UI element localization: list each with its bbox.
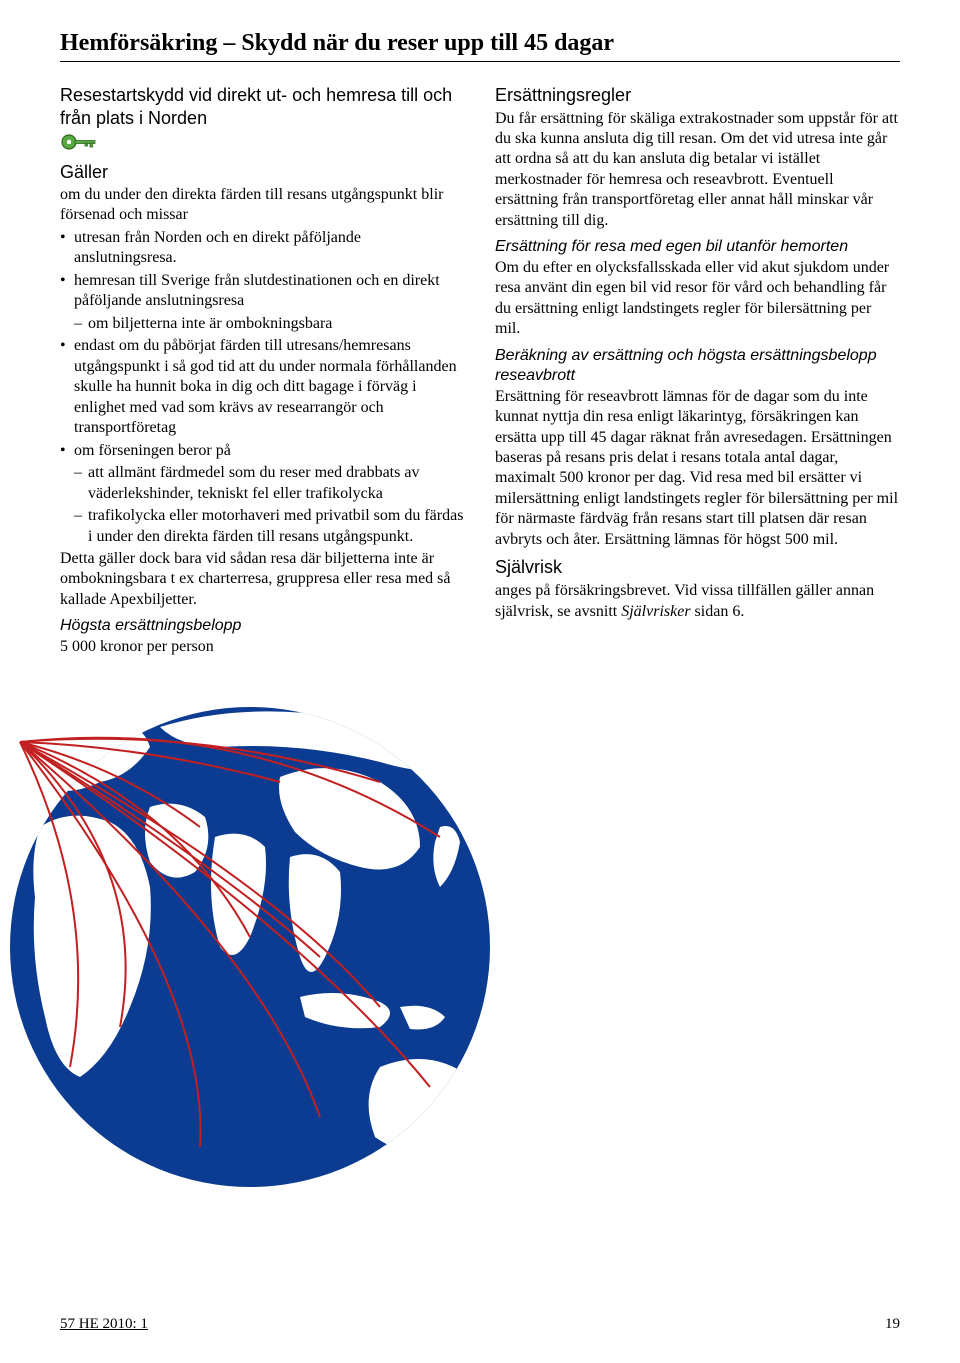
dash-list: om biljetterna inte är ombokningsbara <box>74 314 465 334</box>
para-after-list: Detta gäller dock bara vid sådan resa dä… <box>60 549 465 610</box>
dash-item: trafikolycka eller motorhaveri med priva… <box>74 506 465 547</box>
globe-illustration <box>0 687 520 1192</box>
left-column: Resestartskydd vid direkt ut- och hemres… <box>60 84 465 657</box>
sub1-text: Om du efter en olycksfallsskada eller vi… <box>495 258 900 340</box>
sjalvrisk-italic: Självrisker <box>621 603 690 620</box>
left-heading: Resestartskydd vid direkt ut- och hemres… <box>60 84 465 129</box>
sub2-text: Ersättning för reseavbrott lämnas för de… <box>495 387 900 551</box>
bullet-item: endast om du påbörjat färden till utresa… <box>60 336 465 438</box>
right-p1: Du får ersättning för skäliga extrakostn… <box>495 109 900 232</box>
bullet-item: om förseningen beror på att allmänt färd… <box>60 441 465 547</box>
bullet-text: hemresan till Sverige från slutdestinati… <box>74 272 440 309</box>
dash-list: att allmänt färdmedel som du reser med d… <box>74 463 465 547</box>
galler-heading: Gäller <box>60 162 465 183</box>
footer-page-number: 19 <box>885 1316 900 1333</box>
right-column: Ersättningsregler Du får ersättning för … <box>495 84 900 657</box>
sub1-heading: Ersättning för resa med egen bil utanför… <box>495 237 900 257</box>
page-title: Hemförsäkring – Skydd när du reser upp t… <box>60 30 900 62</box>
right-heading: Ersättningsregler <box>495 84 900 107</box>
sjalvrisk-text-2: sidan 6. <box>691 603 745 620</box>
bullet-item: utresan från Norden och en direkt påfölj… <box>60 228 465 269</box>
hogsta-heading: Högsta ersättningsbelopp <box>60 616 465 636</box>
sub2-heading: Beräkning av ersättning och högsta ersät… <box>495 346 900 387</box>
bullet-text: om förseningen beror på <box>74 442 231 459</box>
page-footer: 57 HE 2010: 1 19 <box>60 1316 900 1333</box>
key-icon <box>60 133 465 156</box>
content-columns: Resestartskydd vid direkt ut- och hemres… <box>60 84 900 657</box>
sjalvrisk-text: anges på försäkringsbrevet. Vid vissa ti… <box>495 581 900 622</box>
footer-left: 57 HE 2010: 1 <box>60 1316 148 1333</box>
left-body: om du under den direkta färden till resa… <box>60 185 465 657</box>
galler-intro: om du under den direkta färden till resa… <box>60 185 465 226</box>
right-body: Du får ersättning för skäliga extrakostn… <box>495 109 900 623</box>
bullet-item: hemresan till Sverige från slutdestinati… <box>60 271 465 334</box>
bullet-list: utresan från Norden och en direkt påfölj… <box>60 228 465 547</box>
hogsta-value: 5 000 kronor per person <box>60 637 465 657</box>
sjalvrisk-heading: Självrisk <box>495 556 900 579</box>
dash-item: att allmänt färdmedel som du reser med d… <box>74 463 465 504</box>
dash-item: om biljetterna inte är ombokningsbara <box>74 314 465 334</box>
